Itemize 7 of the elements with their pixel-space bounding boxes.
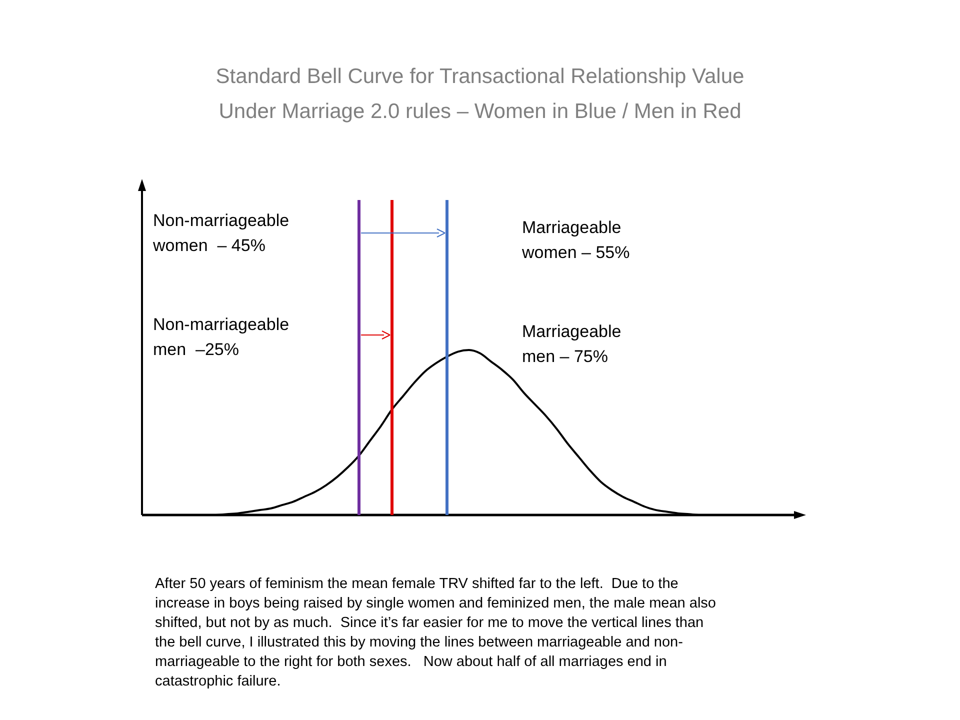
annotation: Marriageable men – 75% xyxy=(522,322,622,366)
text: Marriageable women – 55% xyxy=(521,218,630,262)
text: Non-marriageable women – 45% xyxy=(152,211,290,255)
annotation: Non-marriageable men –25% xyxy=(153,315,290,359)
chart-title: Standard Bell Curve for Transactional Relationship Value xyxy=(216,65,744,88)
chart-subtitle: Under Marriage 2.0 rules – Women in Blue / Men in Red xyxy=(218,100,742,123)
text: After 50 years of feminism the mean female TRV shifted far to the left. Due to the increase in boys being raised by single women and feminized men, the male mean also shifted, but not by as much. Since it’s far easier for me to move the vertical lines than the bell curve, I illustrated this by moving the lines between marriageable and non- marriageable to the right for both sexes. Now about half of all marriages end in catastrophic failure. xyxy=(155,576,716,690)
